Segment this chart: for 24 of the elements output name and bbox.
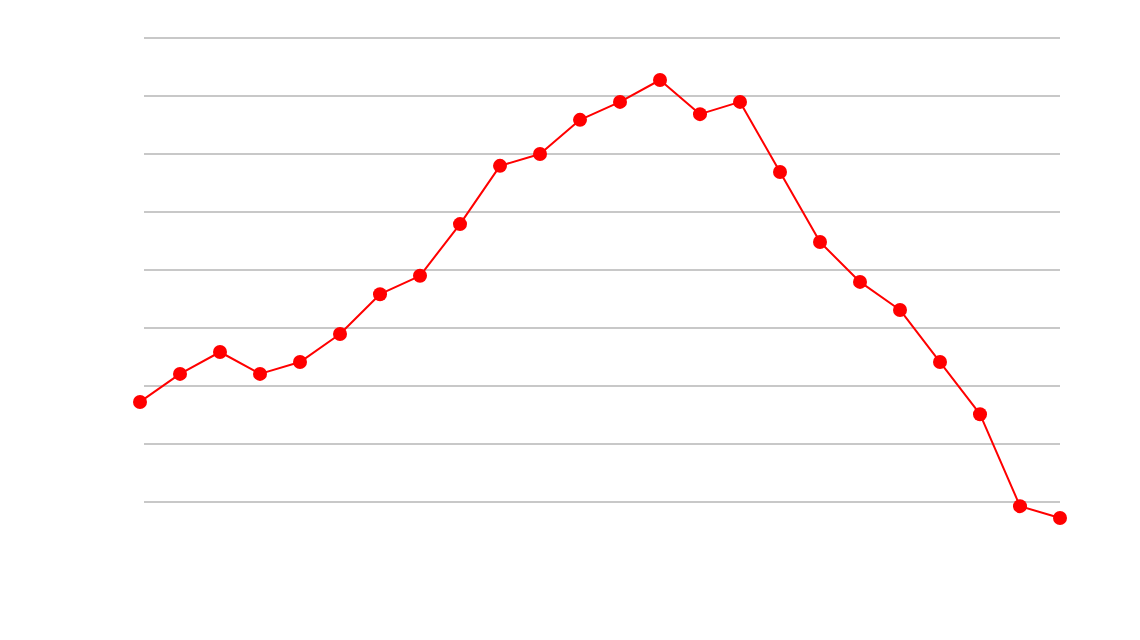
point [1053,511,1067,525]
point [1013,499,1027,514]
point [813,235,827,250]
point [693,107,707,122]
point [213,345,227,359]
point [573,112,587,127]
point [893,302,907,317]
point [293,355,307,370]
point [413,268,427,283]
point [533,147,547,162]
point [173,366,187,381]
point [653,73,667,87]
point [773,164,787,179]
point [333,327,347,342]
point [453,217,467,232]
point [373,287,387,302]
point [853,274,867,289]
point [973,407,987,422]
point [933,355,947,370]
point [133,394,147,409]
point [253,366,267,381]
point [613,94,627,109]
point [493,158,507,173]
point [733,94,747,109]
